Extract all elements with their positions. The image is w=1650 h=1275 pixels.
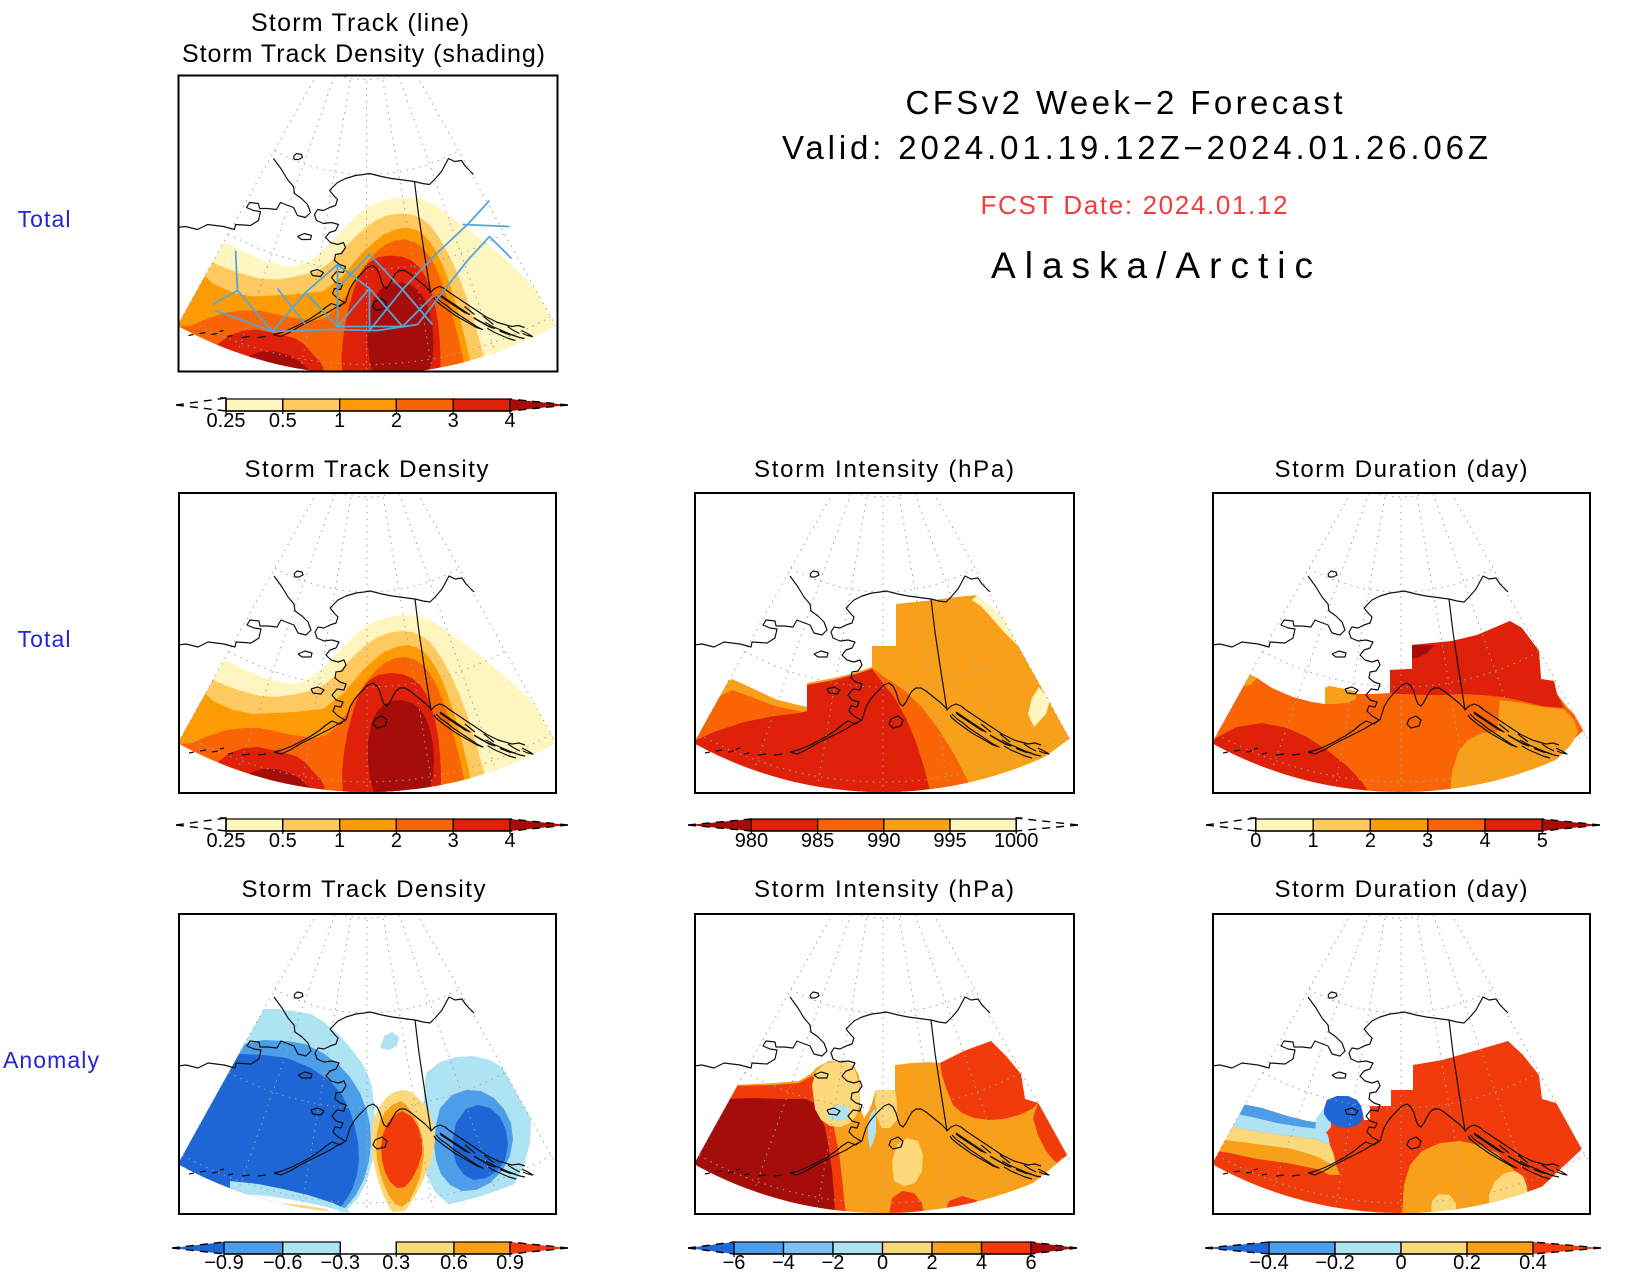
svg-text:Total: Total — [18, 626, 71, 652]
svg-text:Storm Duration (day): Storm Duration (day) — [1275, 876, 1528, 903]
svg-text:3: 3 — [1422, 830, 1433, 852]
svg-text:985: 985 — [801, 830, 834, 852]
svg-text:1: 1 — [1308, 830, 1319, 852]
svg-text:Storm Intensity (hPa): Storm Intensity (hPa) — [754, 876, 1014, 903]
svg-text:6: 6 — [1025, 1252, 1036, 1274]
svg-text:1: 1 — [334, 410, 345, 432]
svg-text:−0.6: −0.6 — [263, 1252, 302, 1274]
svg-text:Storm Intensity (hPa): Storm Intensity (hPa) — [754, 456, 1014, 483]
svg-text:CFSv2 Week−2 Forecast: CFSv2 Week−2 Forecast — [906, 84, 1343, 121]
svg-text:995: 995 — [933, 830, 966, 852]
svg-text:0.9: 0.9 — [496, 1252, 524, 1274]
svg-text:−4: −4 — [772, 1252, 795, 1274]
svg-text:3: 3 — [448, 410, 459, 432]
svg-text:0.25: 0.25 — [207, 410, 246, 432]
svg-text:Storm Track (line): Storm Track (line) — [251, 9, 469, 37]
svg-text:3: 3 — [448, 830, 459, 852]
svg-text:2: 2 — [1365, 830, 1376, 852]
svg-text:2: 2 — [926, 1252, 937, 1274]
svg-text:0.5: 0.5 — [269, 830, 297, 852]
svg-text:2: 2 — [391, 830, 402, 852]
svg-text:−0.9: −0.9 — [204, 1252, 243, 1274]
svg-text:5: 5 — [1537, 830, 1548, 852]
svg-text:−0.2: −0.2 — [1315, 1252, 1354, 1274]
svg-text:4: 4 — [976, 1252, 987, 1274]
svg-text:4: 4 — [1479, 830, 1490, 852]
svg-text:−0.3: −0.3 — [320, 1252, 359, 1274]
svg-text:0.6: 0.6 — [440, 1252, 468, 1274]
svg-text:Total: Total — [18, 206, 71, 232]
svg-text:2: 2 — [391, 410, 402, 432]
svg-text:−2: −2 — [822, 1252, 845, 1274]
svg-text:990: 990 — [867, 830, 900, 852]
svg-text:Storm Duration (day): Storm Duration (day) — [1275, 456, 1528, 483]
svg-text:0: 0 — [1250, 830, 1261, 852]
svg-text:Storm Track Density: Storm Track Density — [242, 876, 486, 903]
svg-text:1: 1 — [334, 830, 345, 852]
svg-text:−6: −6 — [723, 1252, 746, 1274]
svg-text:0.25: 0.25 — [207, 830, 246, 852]
svg-text:4: 4 — [504, 830, 515, 852]
svg-text:0.4: 0.4 — [1519, 1252, 1547, 1274]
svg-text:Storm Track Density: Storm Track Density — [245, 456, 489, 483]
svg-text:980: 980 — [735, 830, 768, 852]
svg-text:0.3: 0.3 — [382, 1252, 410, 1274]
svg-text:1000: 1000 — [994, 830, 1039, 852]
svg-text:0.2: 0.2 — [1453, 1252, 1481, 1274]
svg-text:4: 4 — [504, 410, 515, 432]
svg-text:Anomaly: Anomaly — [3, 1047, 100, 1073]
svg-text:FCST Date: 2024.01.12: FCST Date: 2024.01.12 — [981, 190, 1288, 220]
svg-text:−0.4: −0.4 — [1249, 1252, 1288, 1274]
svg-text:0.5: 0.5 — [269, 410, 297, 432]
svg-text:Storm Track Density (shading): Storm Track Density (shading) — [182, 40, 545, 68]
svg-text:0: 0 — [1395, 1252, 1406, 1274]
svg-text:0: 0 — [877, 1252, 888, 1274]
